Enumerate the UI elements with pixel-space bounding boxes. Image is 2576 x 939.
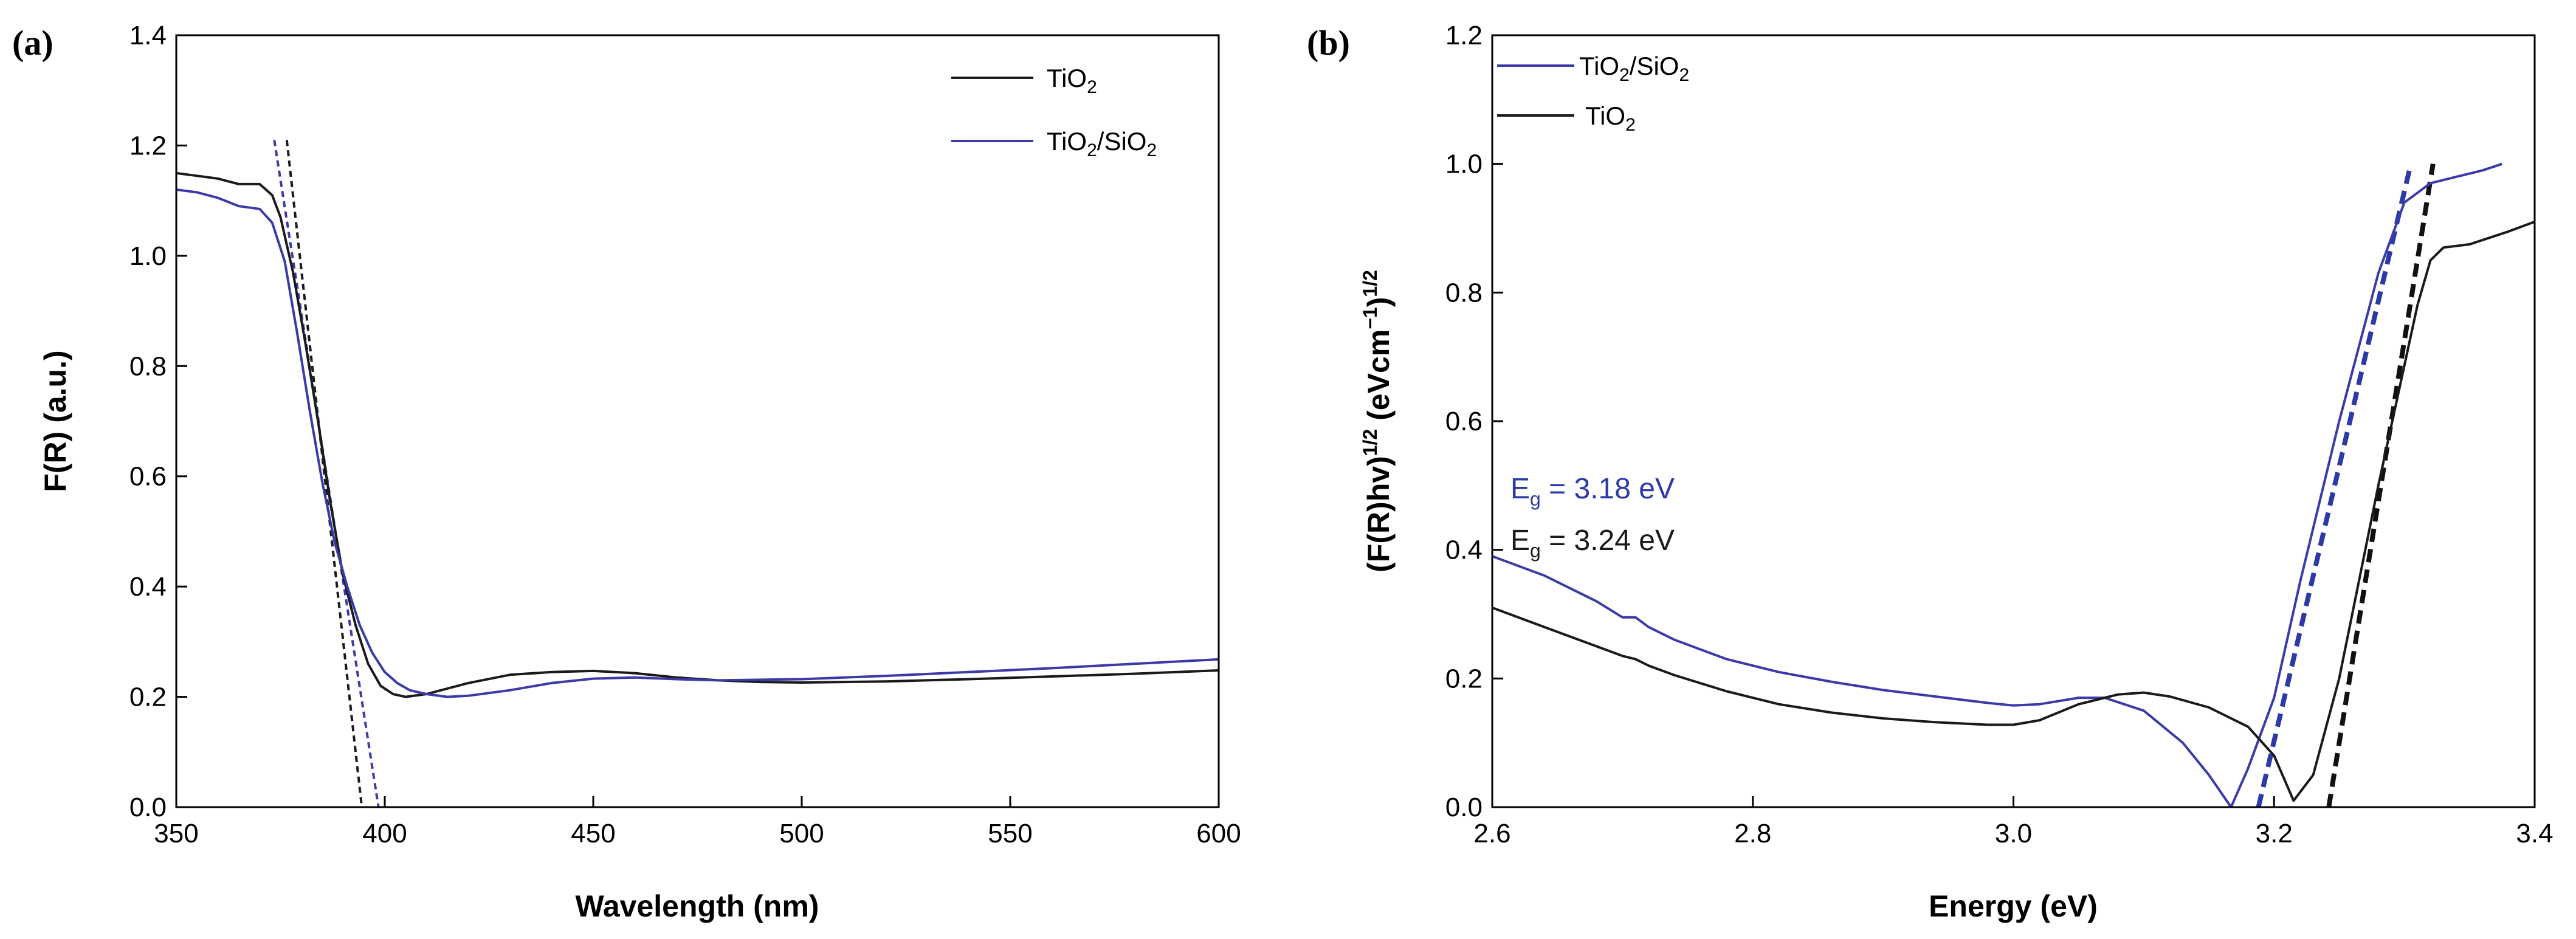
panel-a-ticks: 350 400 450 500 550 600 0.0 0.2 0.4 0.6 0.8 1.0 1.2 1… [129, 21, 1241, 848]
panel-b-x-tick-label: 2.8 [1734, 819, 1771, 848]
panel-b-label: (b) [1307, 23, 1350, 63]
panel-a-x-axis-title: Wavelength (nm) [576, 889, 819, 923]
panel-a-x-tick-label: 400 [362, 819, 407, 848]
panel-a-series-line-tio2-sio2 [176, 188, 1219, 698]
panel-a-y-tick-label: 0.6 [129, 462, 167, 492]
panel-b-x-tick-label: 3.2 [2256, 819, 2293, 848]
panel-a-y-axis-title: F(R) (a.u.) [38, 350, 72, 492]
annotation-eg-tio2-sio2: Eg = 3.18 eV [1510, 473, 1675, 510]
panel-a-x-tick-label: 600 [1196, 819, 1241, 848]
panel-b-series-line-tio2-sio2 [1492, 162, 2503, 807]
panel-a-series-group [176, 140, 1219, 807]
panel-a-y-tick-label: 1.2 [129, 131, 167, 160]
panel-a-y-tick-label: 0.4 [129, 572, 167, 602]
legend-label-b-tio2-sio2: TiO2/SiO2 [1579, 52, 1689, 85]
panel-a-x-tick-label: 350 [154, 819, 198, 848]
panel-b-x-axis-title: Energy (eV) [1929, 889, 2098, 923]
panel-a-y-tick-label: 0.0 [129, 793, 167, 822]
panel-b-tangent-line [2256, 163, 2414, 807]
panel-b-frame [1491, 34, 2536, 808]
panel-b-series-line-tio2 [1492, 221, 2535, 802]
panel-a-x-tick-label: 500 [779, 819, 824, 848]
annotation-eg-tio2: Eg = 3.24 eV [1510, 525, 1675, 562]
panel-a-frame [175, 34, 1220, 808]
panel-a-plot-area [176, 140, 1219, 807]
panel-b-plot-area [1492, 162, 2535, 807]
panel-a-tangent-line [285, 140, 363, 807]
panel-a-label: (a) [12, 23, 53, 63]
panel-b-legend: TiO2/SiO2 TiO2 [1497, 52, 1689, 135]
panel-a-x-tick-label: 450 [571, 819, 615, 848]
panel-b-tangent-line [2326, 163, 2436, 807]
panel-a-y-tick-label: 0.8 [129, 351, 167, 381]
panel-b-y-tick-label: 0.6 [1445, 407, 1483, 436]
panel-b-x-tick-label: 3.0 [1995, 819, 2032, 848]
panel-a-y-tick-label: 0.2 [129, 683, 167, 712]
legend-label-b-tio2: TiO2 [1585, 101, 1636, 135]
panel-b-x-tick-label: 3.4 [2516, 819, 2553, 848]
panel-b-series-group [1492, 162, 2535, 807]
legend-label-tio2: TiO2 [1047, 64, 1097, 97]
panel-a-chart: (a) 350 400 450 500 550 600 0.0 0.2 0.4 0.6 0.8 1.0… [12, 21, 1241, 923]
panel-a-tangent-line [273, 140, 380, 807]
panel-b-y-tick-label: 1.2 [1445, 21, 1483, 50]
panel-a-y-tick-label: 1.0 [129, 241, 167, 271]
panel-b-y-tick-label: 0.2 [1445, 664, 1483, 693]
panel-a-x-tick-label: 550 [988, 819, 1032, 848]
panel-b-ticks: 2.6 2.8 3.0 3.2 3.4 0.0 0.2 0.4 0.6 0.8 1.0 1.2 [1445, 21, 2554, 848]
panel-a-series-line-tio2 [176, 171, 1219, 698]
panel-b-y-tick-label: 1.0 [1445, 150, 1483, 179]
panel-b-x-tick-label: 2.6 [1473, 819, 1510, 848]
panel-b-y-tick-label: 0.4 [1445, 535, 1483, 565]
panel-a-y-tick-label: 1.4 [129, 21, 167, 50]
legend-label-tio2-sio2: TiO2/SiO2 [1047, 127, 1157, 160]
panel-a-legend: TiO2 TiO2/SiO2 [951, 64, 1157, 160]
panel-b-y-tick-label: 0.8 [1445, 278, 1483, 308]
panel-b-y-tick-label: 0.0 [1445, 793, 1483, 822]
panel-b-y-axis-title: (F(R)hv)1/2 (eVcm−1)1/2 [1359, 270, 1396, 573]
panel-b-chart: (b) 2.6 2.8 3.0 3.2 3.4 0.0 0.2 0.4 0.6 0.8 1.0 1.2… [1307, 21, 2554, 923]
